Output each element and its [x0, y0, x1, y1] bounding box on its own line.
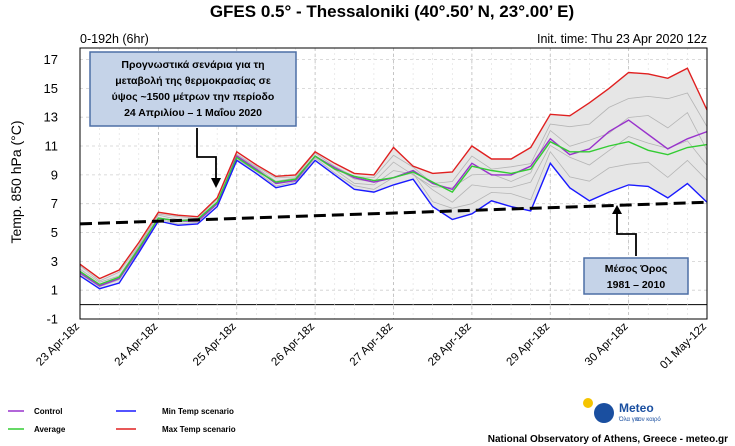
climate-arrow-head — [612, 205, 622, 214]
series-line-max-temp-scenario — [79, 67, 708, 280]
footer-credit: National Observatory of Athens, Greece -… — [488, 434, 728, 445]
climate-box-line-2: 1981 – 2010 — [607, 279, 666, 291]
x-tick-label: 27 Apr-18z — [348, 320, 396, 368]
chart-title: GFES 0.5° - Thessaloniki (40°.50’ N, 23°… — [210, 2, 574, 21]
y-tick-label: 11 — [45, 139, 59, 154]
x-tick-label: 28 Apr-18z — [426, 320, 474, 368]
forecast-box — [89, 51, 297, 127]
x-tick-label: 30 Apr-18z — [583, 320, 631, 368]
forecast-box-line-3: ύψος ~1500 μέτρων την περίοδο — [112, 91, 275, 103]
y-axis-label: Temp. 850 hPa (°C) — [8, 120, 24, 243]
climatology-line — [79, 200, 708, 226]
climatology-layer — [79, 200, 708, 226]
ensemble-spread-area — [80, 68, 707, 289]
x-tick-label: 24 Apr-18z — [113, 320, 161, 368]
series-line-average — [79, 140, 708, 286]
y-tick-label: 15 — [44, 81, 58, 96]
series-lines — [79, 67, 708, 290]
y-tick-label: 17 — [44, 52, 58, 67]
climatology-annotation: Μέσος Όρος 1981 – 2010 — [583, 205, 689, 295]
logo-tagline-1: Όλα για — [618, 417, 640, 423]
climate-box — [583, 257, 689, 295]
y-tick-label: 9 — [51, 167, 58, 182]
x-tick-label: 26 Apr-18z — [269, 320, 317, 368]
forecast-arrow-head — [211, 178, 221, 188]
logo-word: Meteo — [619, 401, 654, 415]
x-tick-label: 29 Apr-18z — [505, 320, 553, 368]
x-tick-label: 01 May-12z — [658, 320, 709, 371]
legend: Control Average Min Temp scenario Max Te… — [8, 407, 236, 434]
forecast-annotation: Προγνωστικά σενάρια για τη μεταβολή της … — [89, 51, 297, 188]
sun-logo-icon — [583, 398, 614, 423]
logo-tagline-2: τον καιρό — [636, 416, 661, 423]
ensemble-member-line — [79, 111, 708, 283]
forecast-box-line-2: μεταβολή της θερμοκρασίας σε — [115, 75, 271, 87]
x-tick-labels: 23 Apr-18z 24 Apr-18z 25 Apr-18z 26 Apr-18z… — [34, 320, 709, 371]
y-tick-label: -1 — [46, 312, 58, 327]
y-tick-label: 3 — [51, 254, 58, 269]
y-tick-label: 1 — [51, 283, 58, 298]
y-tick-label: 13 — [44, 110, 58, 125]
climate-arrow — [616, 210, 637, 256]
plot-frame — [79, 47, 708, 320]
x-tick-label: 25 Apr-18z — [191, 320, 239, 368]
y-tick-label: 7 — [51, 196, 58, 211]
series-line-min-temp-scenario — [79, 159, 708, 290]
forecast-box-line-4: 24 Απριλίου – 1 Μαΐου 2020 — [124, 107, 262, 119]
ensemble-member-line — [79, 92, 708, 282]
forecast-arrow — [196, 128, 217, 181]
legend-label-average: Average — [34, 425, 66, 434]
legend-label-control: Control — [34, 407, 62, 416]
climate-box-line-1: Μέσος Όρος — [605, 263, 668, 275]
meteo-logo: Meteo Όλα για τον καιρό — [583, 398, 661, 423]
legend-label-min: Min Temp scenario — [162, 407, 234, 416]
chart-subtitle-init: Init. time: Thu 23 Apr 2020 12z — [537, 32, 707, 46]
y-tick-label: 5 — [51, 225, 58, 240]
forecast-box-line-1: Προγνωστικά σενάρια για τη — [121, 59, 264, 71]
legend-label-max: Max Temp scenario — [162, 425, 236, 434]
x-tick-label: 23 Apr-18z — [34, 320, 82, 368]
chart-subtitle-range: 0-192h (6hr) — [80, 32, 149, 46]
